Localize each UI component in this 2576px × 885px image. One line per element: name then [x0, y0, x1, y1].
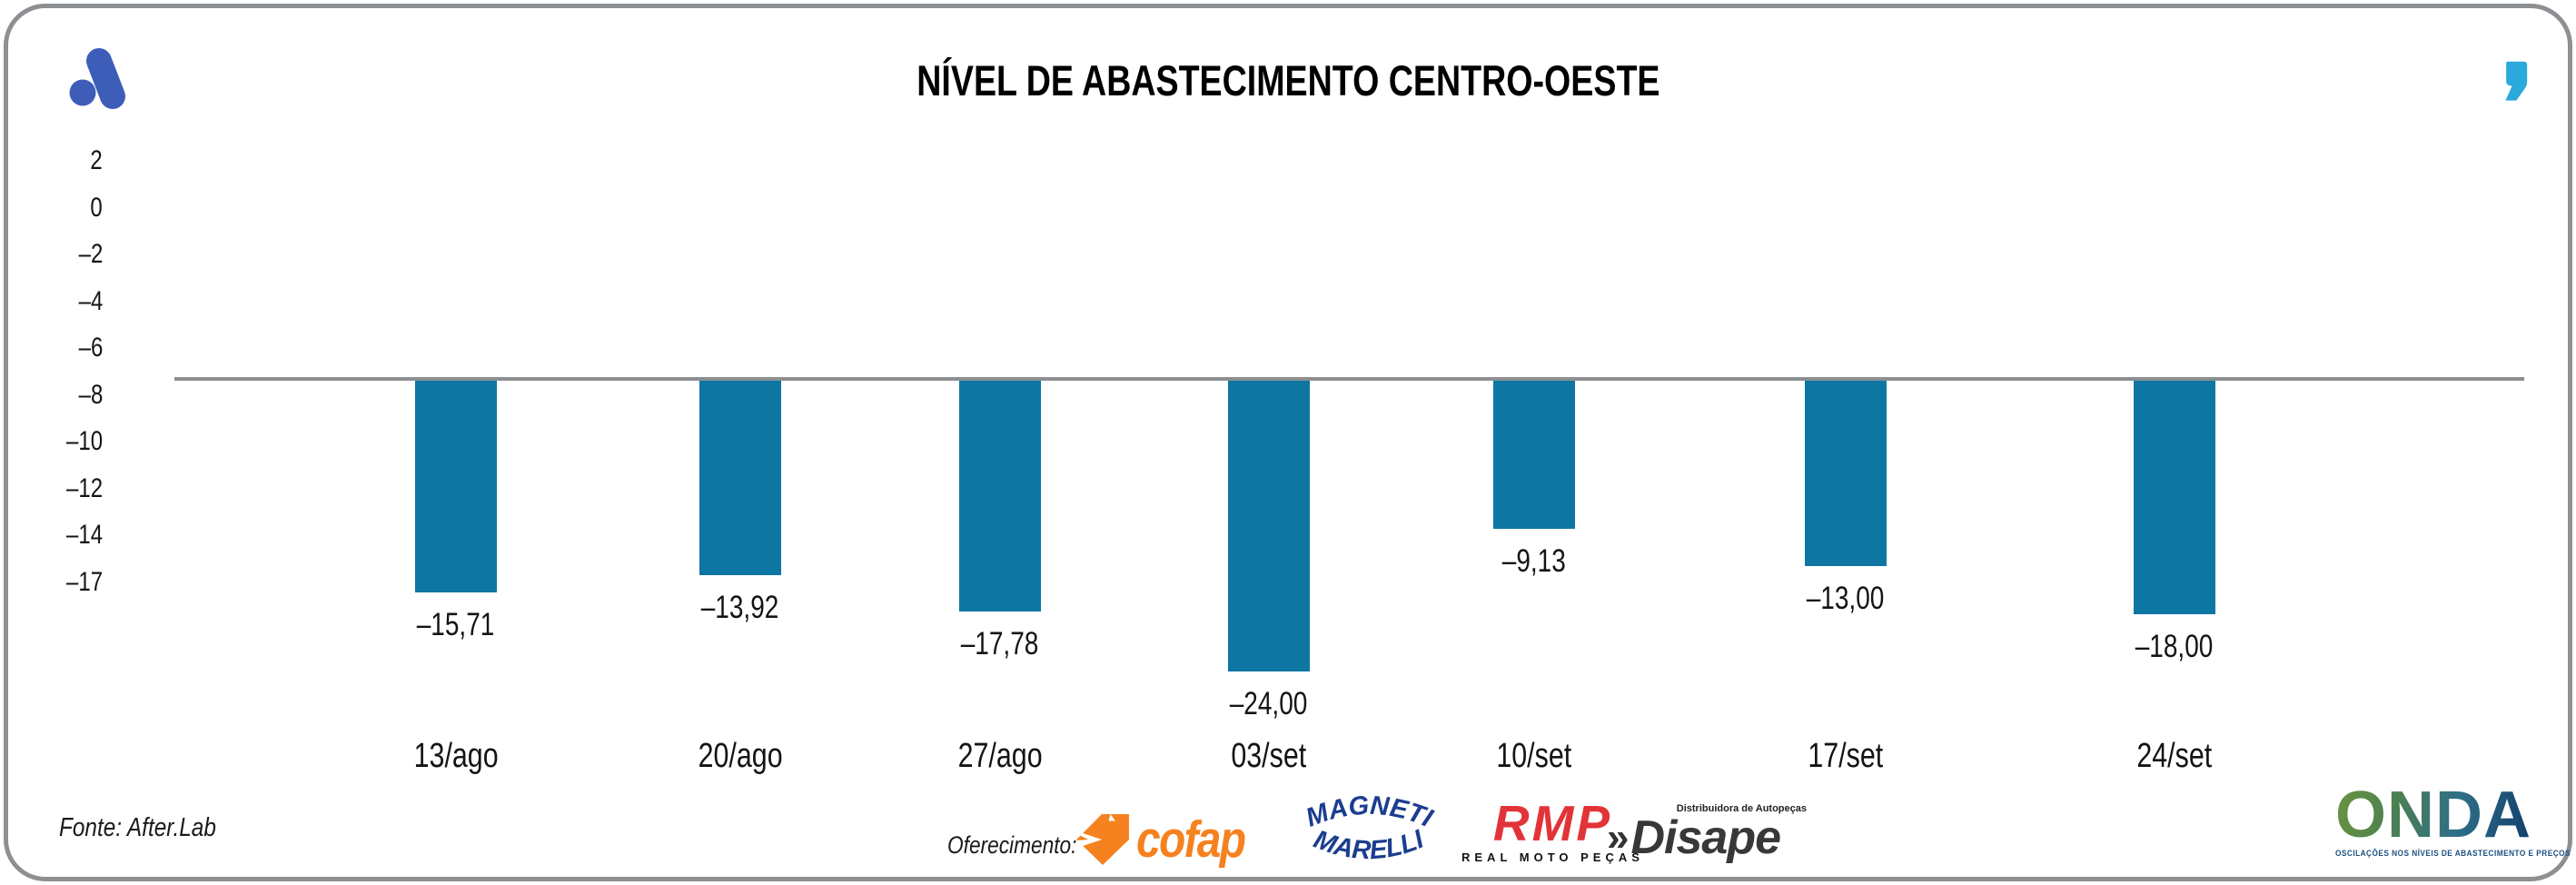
disape-logo: Distribuidora de Autopeças » Disape — [1607, 803, 1807, 864]
y-axis-tick: –6 — [8, 331, 103, 365]
x-axis-label-text: 17/set — [1808, 737, 1884, 775]
svg-text:MARELLI: MARELLI — [1310, 825, 1429, 866]
onda-logo: ONDA OSCILAÇÕES NOS NÍVEIS DE ABASTECIME… — [2335, 779, 2571, 859]
cofap-logo-text: cofap — [1136, 810, 1246, 869]
onda-tagline: OSCILAÇÕES NOS NÍVEIS DE ABASTECIMENTO E… — [2335, 849, 2571, 859]
y-axis-tick-label: –4 — [78, 286, 103, 316]
rmp-logo-text: RMP — [1492, 795, 1613, 851]
bar-value-text: –13,92 — [701, 590, 779, 625]
cofap-logo: cofap — [1076, 810, 1265, 870]
cofap-emblem-icon — [1076, 814, 1129, 865]
x-axis-label: 13/ago — [347, 737, 565, 776]
page-title-text: NÍVEL DE ABASTECIMENTO CENTRO-OESTE — [916, 56, 1660, 104]
bar-value-text: –9,13 — [1501, 543, 1567, 579]
y-axis-tick-label: –17 — [65, 567, 103, 597]
y-axis-tick-label: 0 — [90, 193, 103, 223]
y-axis-tick-label: –8 — [78, 380, 103, 410]
y-axis-tick: 2 — [8, 144, 103, 178]
bar-value-text: –17,78 — [961, 626, 1039, 661]
y-axis-tick: –10 — [8, 424, 103, 459]
x-axis-label-text: 13/ago — [413, 737, 499, 775]
x-axis-label-text: 10/set — [1496, 737, 1572, 775]
bar-03-set — [1228, 381, 1310, 671]
onda-logo-text: ONDA — [2335, 779, 2531, 851]
x-axis-label: 27/ago — [891, 737, 1109, 776]
y-axis-tick-label: –12 — [65, 473, 103, 503]
y-axis-tick-label: –10 — [65, 426, 103, 456]
bar-value-label: –18,00 — [2066, 629, 2284, 665]
bar-value-text: –24,00 — [1230, 686, 1308, 721]
bar-value-text: –15,71 — [417, 607, 495, 642]
bar-27-ago — [959, 381, 1041, 612]
bar-10-set — [1493, 381, 1575, 529]
rmp-logo: RMP REAL MOTO PEÇAS — [1461, 795, 1644, 865]
y-axis-tick-label: –14 — [65, 520, 103, 550]
x-axis-label-text: 03/set — [1231, 737, 1307, 775]
bar-value-text: –18,00 — [2135, 629, 2214, 664]
bar-24-set — [2134, 381, 2215, 614]
sponsor-label: Oferecimento: — [947, 831, 1102, 860]
bar-value-label: –13,00 — [1737, 581, 1955, 617]
y-axis-tick: –12 — [8, 472, 103, 506]
magneti-line2: MARELLI — [1310, 825, 1429, 866]
bar-value-text: –13,00 — [1807, 581, 1885, 616]
disape-tagline: Distribuidora de Autopeças — [1676, 803, 1807, 814]
x-axis-label-text: 20/ago — [698, 737, 783, 775]
x-axis-label-text: 24/set — [2136, 737, 2213, 775]
x-axis-label: 03/set — [1160, 737, 1378, 776]
sponsor-label-text: Oferecimento: — [947, 831, 1077, 859]
x-axis-label-text: 27/ago — [957, 737, 1043, 775]
quote-mark-icon — [2505, 61, 2528, 101]
y-axis-tick-label: –2 — [78, 239, 103, 269]
x-axis-label: 10/set — [1425, 737, 1643, 776]
bar-value-label: –17,78 — [891, 626, 1109, 662]
bar-value-label: –9,13 — [1425, 543, 1643, 580]
x-axis-label: 24/set — [2066, 737, 2284, 776]
bar-13-ago — [415, 381, 497, 592]
y-axis-tick: 0 — [8, 191, 103, 225]
chart-card: NÍVEL DE ABASTECIMENTO CENTRO-OESTE 2 0 –2… — [4, 4, 2572, 881]
after-lab-logo-icon — [69, 48, 125, 109]
x-axis-label: 17/set — [1737, 737, 1955, 776]
y-axis-tick: –4 — [8, 284, 103, 319]
bar-value-label: –15,71 — [347, 607, 565, 643]
rmp-tagline: REAL MOTO PEÇAS — [1461, 850, 1644, 864]
source-note-text: Fonte: After.Lab — [59, 813, 216, 842]
y-axis-tick: –2 — [8, 237, 103, 272]
disape-chevrons-icon: » — [1607, 815, 1630, 860]
y-axis-tick: –14 — [8, 518, 103, 552]
magneti-marelli-logo: MAGNETI MARELLI — [1302, 795, 1437, 866]
y-axis-tick-label: –6 — [78, 333, 103, 363]
source-note: Fonte: After.Lab — [59, 813, 246, 843]
disape-logo-text: Disape — [1630, 811, 1781, 864]
bar-20-ago — [699, 381, 781, 575]
baseline-reference-line — [174, 377, 2524, 381]
bar-value-label: –24,00 — [1160, 686, 1378, 722]
y-axis-tick-label: 2 — [90, 145, 103, 175]
y-axis-tick: –17 — [8, 565, 103, 600]
bar-17-set — [1805, 381, 1887, 566]
page-title: NÍVEL DE ABASTECIMENTO CENTRO-OESTE — [8, 55, 2568, 105]
x-axis-label: 20/ago — [631, 737, 849, 776]
y-axis-tick: –8 — [8, 378, 103, 413]
bar-value-label: –13,92 — [631, 590, 849, 626]
